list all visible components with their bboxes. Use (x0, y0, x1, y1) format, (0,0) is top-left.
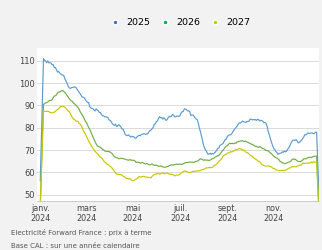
Legend: 2025, 2026, 2027: 2025, 2026, 2027 (105, 18, 251, 28)
Text: Base CAL : sur une année calendaire: Base CAL : sur une année calendaire (11, 242, 140, 248)
Text: Electricité Forward France : prix à terme: Electricité Forward France : prix à term… (11, 229, 152, 236)
